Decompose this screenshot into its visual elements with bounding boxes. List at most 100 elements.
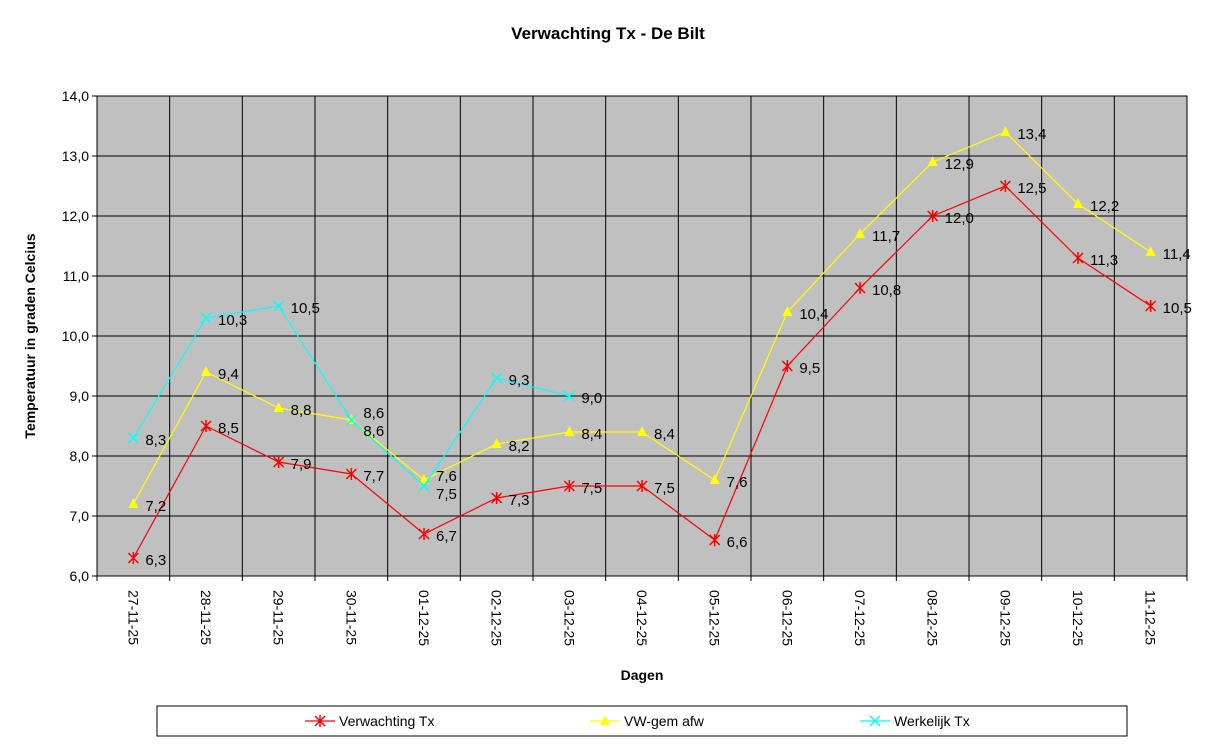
y-tick-label: 10,0 bbox=[62, 328, 89, 344]
x-tick-label: 27-11-25 bbox=[125, 590, 141, 645]
asterisk-marker bbox=[1145, 300, 1157, 312]
data-label: 12,2 bbox=[1090, 198, 1119, 215]
data-label: 6,6 bbox=[727, 534, 748, 551]
data-label: 8,6 bbox=[363, 405, 384, 422]
x-tick-label: 04-12-25 bbox=[634, 590, 650, 646]
y-tick-label: 6,0 bbox=[70, 568, 90, 584]
x-tick-label: 09-12-25 bbox=[997, 590, 1013, 646]
data-label: 10,5 bbox=[1163, 300, 1192, 317]
data-label: 7,3 bbox=[509, 492, 530, 509]
data-label: 13,4 bbox=[1017, 126, 1046, 143]
data-label: 8,4 bbox=[581, 426, 602, 443]
series-verwachting-tx bbox=[127, 180, 1157, 564]
y-axis: 6,0 7,0 8,0 9,0 10,0 11,0 12,0 13,0 14,0 bbox=[62, 88, 97, 584]
data-label: 7,6 bbox=[436, 468, 457, 485]
triangle-marker bbox=[855, 228, 865, 238]
triangle-marker bbox=[637, 426, 647, 436]
triangle-marker bbox=[927, 156, 938, 166]
x-marker bbox=[418, 480, 430, 492]
legend-label: VW-gem afw bbox=[624, 713, 705, 729]
triangle-marker bbox=[273, 402, 284, 412]
y-tick-label: 8,0 bbox=[70, 448, 90, 464]
data-label: 7,7 bbox=[363, 468, 384, 485]
data-label: 7,5 bbox=[581, 480, 602, 497]
x-axis-label: Dagen bbox=[621, 667, 664, 683]
asterisk-marker bbox=[1072, 252, 1084, 264]
y-tick-label: 9,0 bbox=[70, 388, 90, 404]
triangle-marker bbox=[491, 438, 502, 448]
triangle-marker bbox=[564, 426, 575, 436]
x-tick-label: 05-12-25 bbox=[707, 590, 723, 646]
data-label: 12,0 bbox=[945, 210, 974, 227]
data-label: 7,6 bbox=[727, 474, 748, 491]
chart-title: Verwachting Tx - De Bilt bbox=[511, 24, 705, 43]
triangle-marker bbox=[709, 474, 720, 484]
asterisk-marker bbox=[781, 360, 793, 372]
asterisk-marker bbox=[127, 552, 139, 564]
asterisk-marker bbox=[999, 180, 1011, 192]
triangle-marker bbox=[1145, 246, 1156, 256]
data-labels: 8,3 7,2 6,3 10,3 9,4 8,5 10,5 8,8 7,9 8,68,6 7,7 7,… bbox=[145, 126, 1192, 569]
x-marker bbox=[869, 715, 881, 727]
legend-items: Verwachting Tx VW-gem afw Werkelijk Tx bbox=[305, 713, 970, 729]
data-label: 9,3 bbox=[509, 372, 530, 389]
data-label: 12,5 bbox=[1017, 180, 1046, 197]
x-marker bbox=[563, 390, 575, 402]
asterisk-marker bbox=[636, 480, 648, 492]
x-marker bbox=[345, 414, 357, 426]
asterisk-marker bbox=[563, 480, 575, 492]
x-marker bbox=[200, 312, 212, 324]
x-tick-label: 29-11-25 bbox=[271, 590, 287, 645]
y-tick-label: 12,0 bbox=[62, 208, 89, 224]
data-label: 8,5 bbox=[218, 420, 239, 437]
data-label: 7,5 bbox=[436, 486, 457, 503]
series-group bbox=[127, 126, 1157, 564]
x-tick-label: 01-12-25 bbox=[416, 590, 432, 646]
data-label: 11,3 bbox=[1090, 252, 1118, 269]
data-label: 8,3 bbox=[145, 432, 166, 449]
triangle-marker bbox=[1000, 126, 1011, 136]
triangle-marker bbox=[128, 498, 139, 508]
x-axis: 27-11-25 28-11-25 29-11-25 30-11-25 01-12-25… bbox=[125, 590, 1158, 646]
data-label: 7,5 bbox=[654, 480, 675, 497]
data-label: 11,4 bbox=[1163, 246, 1191, 263]
data-label: 10,4 bbox=[799, 306, 828, 323]
y-tick-label: 11,0 bbox=[63, 268, 89, 284]
data-label: 10,8 bbox=[872, 282, 901, 299]
y-tick-label: 13,0 bbox=[62, 148, 89, 164]
asterisk-marker bbox=[273, 456, 285, 468]
data-label: 11,7 bbox=[872, 228, 900, 245]
x-tick-label: 11-12-25 bbox=[1143, 590, 1159, 645]
y-tick-label: 7,0 bbox=[70, 508, 90, 524]
triangle-marker bbox=[600, 715, 610, 725]
x-tick-label: 02-12-25 bbox=[489, 590, 505, 646]
data-label: 9,4 bbox=[218, 366, 239, 383]
legend-label: Werkelijk Tx bbox=[894, 713, 970, 729]
triangle-marker bbox=[782, 306, 793, 316]
x-tick-label: 06-12-25 bbox=[779, 590, 795, 646]
asterisk-marker bbox=[491, 492, 503, 504]
asterisk-marker bbox=[200, 420, 212, 432]
x-marker bbox=[491, 372, 503, 384]
data-label: 8,4 bbox=[654, 426, 675, 443]
x-tick-label: 08-12-25 bbox=[925, 590, 941, 646]
triangle-marker bbox=[1073, 198, 1083, 208]
triangle-marker bbox=[201, 366, 211, 376]
data-label: 7,2 bbox=[145, 498, 166, 515]
x-tick-label: 10-12-25 bbox=[1070, 590, 1086, 646]
x-tick-label: 07-12-25 bbox=[852, 590, 868, 646]
data-label: 9,0 bbox=[581, 390, 602, 407]
data-label: 12,9 bbox=[945, 156, 974, 173]
asterisk-marker bbox=[418, 528, 430, 540]
data-label: 8,2 bbox=[509, 438, 530, 455]
asterisk-marker bbox=[345, 468, 357, 480]
x-marker bbox=[127, 432, 139, 444]
y-tick-label: 14,0 bbox=[62, 88, 89, 104]
data-label: 6,7 bbox=[436, 528, 457, 545]
data-label: 8,6 bbox=[363, 423, 384, 440]
data-label: 7,9 bbox=[291, 456, 312, 473]
x-tick-label: 28-11-25 bbox=[198, 590, 214, 645]
legend-label: Verwachting Tx bbox=[339, 713, 434, 729]
data-label: 6,3 bbox=[145, 552, 166, 569]
